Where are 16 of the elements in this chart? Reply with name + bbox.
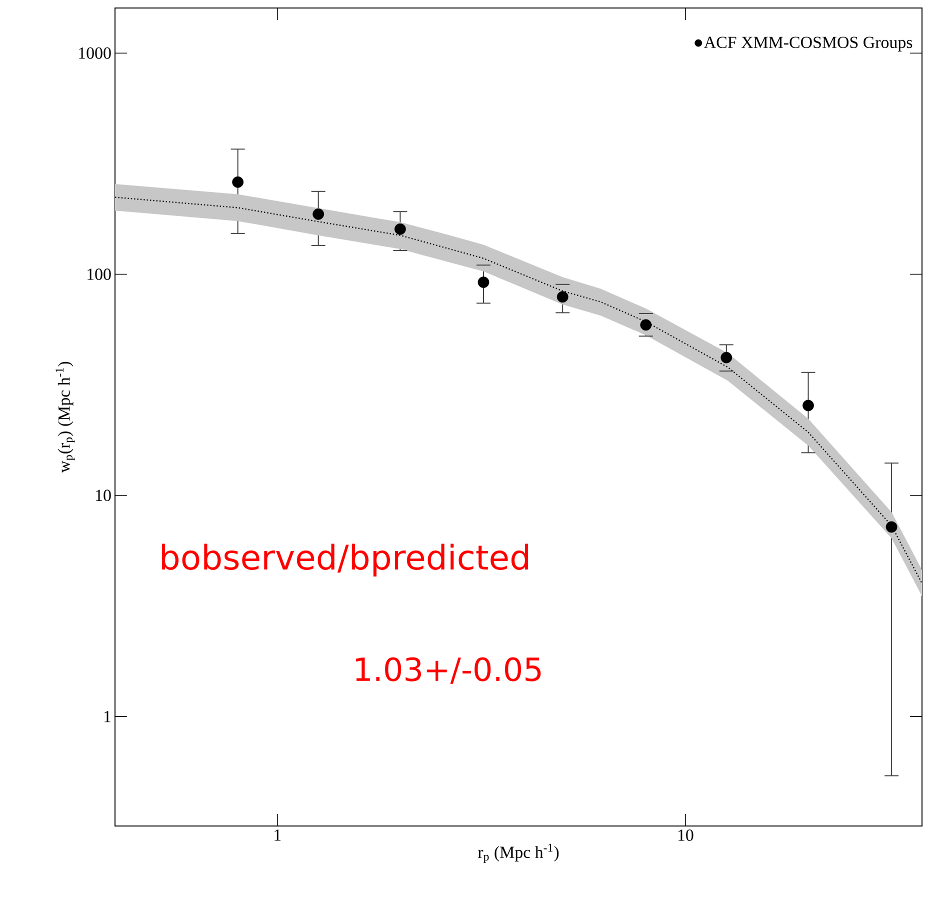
y-tick-label: 100 bbox=[88, 268, 111, 280]
y-tick-label: 1 bbox=[104, 710, 110, 722]
legend-label: ACF XMM-COSMOS Groups bbox=[704, 36, 912, 52]
annotation: bobserved/bpredicted bbox=[162, 544, 528, 577]
point bbox=[394, 223, 406, 235]
annotation: 1.03+/-0.05 bbox=[356, 657, 541, 684]
point bbox=[312, 208, 324, 220]
y-tick-label: 10 bbox=[96, 490, 111, 502]
y-axis-title: w$_{p}$(r$_{p}$) (Mpc h$^{-1}$) bbox=[56, 362, 75, 473]
point bbox=[556, 291, 568, 303]
y-tick-label: 1000 bbox=[79, 47, 111, 59]
point bbox=[232, 176, 244, 188]
x-axis-title: r$_{p}$ (Mpc h$^{-1}$) bbox=[478, 844, 559, 863]
point bbox=[802, 400, 814, 412]
point bbox=[720, 352, 732, 364]
point bbox=[640, 319, 652, 331]
